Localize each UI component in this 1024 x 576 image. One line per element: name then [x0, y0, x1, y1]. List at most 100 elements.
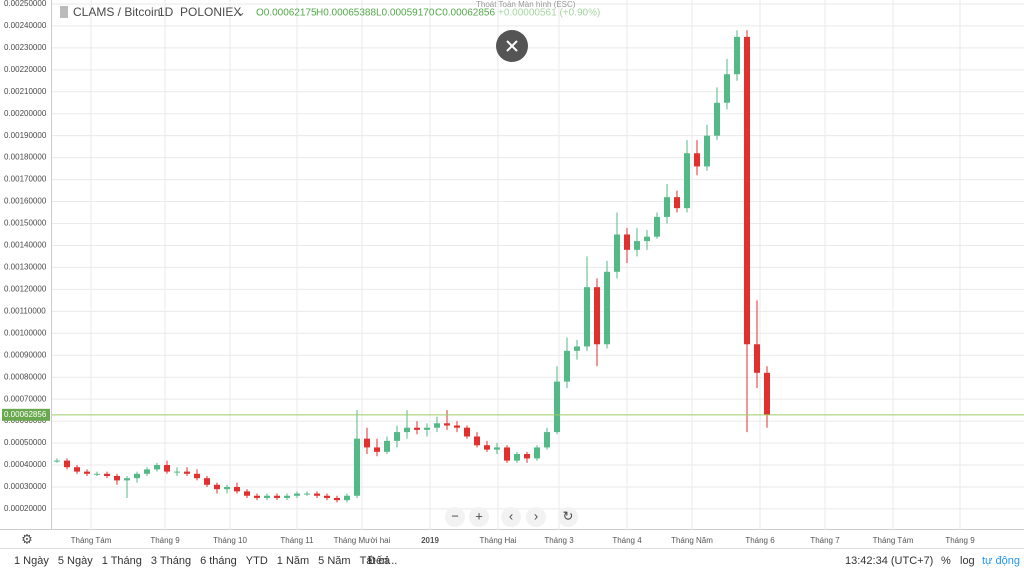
ohlc-open: O0.00062175 [256, 8, 317, 19]
x-tick-label: Tháng 3 [544, 536, 574, 545]
range-button[interactable]: 6 tháng [200, 555, 237, 567]
x-tick-label: Tháng Năm [671, 536, 713, 545]
ohlc-high: H0.00065388 [316, 8, 376, 19]
candle-body [74, 467, 80, 472]
candle-body [414, 427, 420, 430]
zoom-in[interactable] [469, 507, 489, 527]
candle-body [304, 493, 310, 495]
x-tick-label: Tháng 7 [810, 536, 840, 545]
auto-toggle[interactable]: tự động [982, 555, 1020, 567]
scroll-right-icon: › [534, 508, 538, 523]
y-tick-label: 0.00120000 [4, 284, 47, 293]
candle-body [574, 346, 580, 351]
symbol[interactable]: CLAMS / Bitcoin [73, 5, 160, 19]
candle-body [354, 438, 360, 496]
scroll-right[interactable] [526, 507, 546, 527]
candle-body [684, 153, 690, 209]
y-tick-label: 0.00100000 [4, 328, 47, 337]
range-button[interactable]: YTD [246, 555, 268, 567]
x-tick-label: Tháng 11 [280, 536, 314, 545]
y-tick-label: 0.00150000 [4, 219, 47, 228]
candle-body [344, 495, 350, 501]
x-tick-label: 2019 [421, 536, 439, 545]
range-button[interactable]: 5 Ngày [58, 555, 93, 567]
candle-body [544, 432, 550, 448]
candle-body [734, 36, 740, 75]
candle-body [394, 432, 400, 441]
candle-body [244, 491, 250, 496]
y-tick-label: 0.00130000 [4, 263, 47, 272]
candle-body [154, 465, 160, 470]
candle-body [474, 436, 480, 446]
candle-body [554, 381, 560, 433]
x-tick-label: Tháng 10 [213, 536, 247, 545]
candle-body [364, 438, 370, 448]
candle-body [744, 36, 750, 345]
y-tick-label: 0.00210000 [4, 87, 47, 96]
candle-body [454, 425, 460, 428]
y-tick-label: 0.00200000 [4, 109, 47, 118]
candle-body [524, 454, 530, 459]
zoom-in-icon: + [475, 508, 483, 523]
candle-body [84, 471, 90, 474]
y-tick-label: 0.00160000 [4, 197, 47, 206]
range-button[interactable]: 1 Tháng [102, 555, 142, 567]
close-icon [506, 40, 518, 52]
percent-toggle[interactable]: % [941, 555, 951, 567]
candle-body [104, 473, 110, 476]
change: +0.00000561 (+0.90%) [498, 8, 600, 19]
range-button[interactable]: 3 Tháng [151, 555, 191, 567]
log-toggle[interactable]: log [960, 555, 975, 567]
candle-body [224, 486, 230, 490]
candle-body [644, 236, 650, 242]
candle-body [714, 102, 720, 136]
candle-body [254, 495, 260, 498]
dropdown-caret[interactable]: ⌄ [237, 8, 245, 19]
range-button[interactable]: Tất cả [360, 555, 391, 567]
scroll-left-icon: ‹ [509, 508, 513, 523]
candle-body [234, 486, 240, 492]
zoom-out[interactable] [445, 507, 465, 527]
reset[interactable] [558, 507, 578, 527]
candle-body [514, 454, 520, 461]
candle-body [594, 287, 600, 345]
navigation-buttons: − + ‹ › ↻ [445, 507, 578, 527]
x-tick-label: Tháng Hai [480, 536, 517, 545]
y-tick-label: 0.00040000 [4, 460, 47, 469]
candle-body [194, 473, 200, 479]
y-tick-label: 0.00230000 [4, 43, 47, 52]
candle-body [634, 241, 640, 250]
candle-body [314, 493, 320, 496]
candles [52, 30, 1024, 503]
range-button[interactable]: 1 Năm [277, 555, 309, 567]
candle-body [624, 234, 630, 250]
candle-body [174, 471, 180, 473]
x-tick-label: Tháng 4 [612, 536, 642, 545]
candle-body [424, 427, 430, 430]
candle-body [144, 469, 150, 474]
exchange[interactable]: POLONIEX [180, 5, 241, 19]
ohlc-close: C0.00062856 [435, 8, 495, 19]
y-tick-label: 0.00110000 [4, 306, 46, 315]
scroll-left[interactable] [501, 507, 521, 527]
exit-fullscreen-hint: Thoát Toàn Màn hình (ESC) [476, 0, 576, 9]
candle-body [484, 445, 490, 450]
candle-body [604, 271, 610, 345]
goto-date[interactable]: Đến... [368, 555, 397, 567]
candle-body [204, 478, 210, 485]
y-tick-label: 0.00050000 [4, 438, 47, 447]
candle-body [264, 495, 270, 498]
settings-icon[interactable]: ⚙ [21, 531, 33, 546]
symbol-icon [60, 6, 68, 18]
exit-fullscreen-button[interactable] [496, 30, 528, 62]
range-button[interactable]: 5 Năm [318, 555, 350, 567]
x-tick-label: Tháng 9 [150, 536, 180, 545]
interval[interactable]: 1D [158, 5, 174, 19]
candle-body [564, 350, 570, 382]
y-tick-label: 0.00070000 [4, 394, 47, 403]
range-button[interactable]: 1 Ngày [14, 555, 49, 567]
candle-body [534, 447, 540, 459]
candle-body [704, 135, 710, 167]
zoom-out-icon: − [451, 508, 459, 523]
